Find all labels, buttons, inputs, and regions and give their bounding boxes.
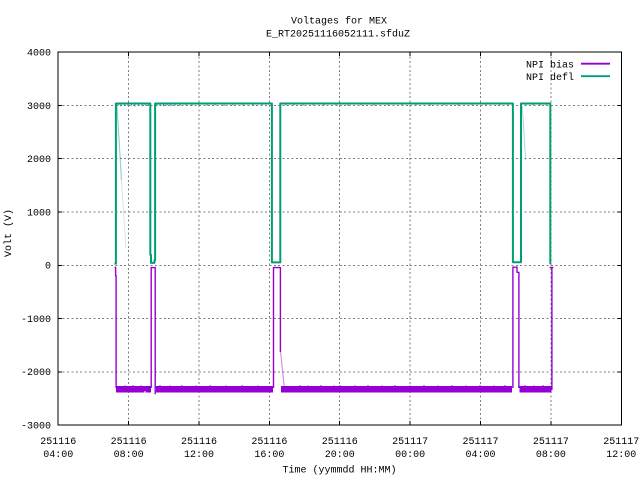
svg-text:2000: 2000 xyxy=(27,155,51,166)
svg-text:NPI defl: NPI defl xyxy=(526,72,574,84)
svg-text:NPI bias: NPI bias xyxy=(526,59,574,71)
svg-text:251116: 251116 xyxy=(251,437,287,448)
svg-text:251116: 251116 xyxy=(181,437,217,448)
svg-text:04:00: 04:00 xyxy=(465,450,495,461)
svg-text:-1000: -1000 xyxy=(21,315,51,326)
svg-text:04:00: 04:00 xyxy=(43,450,73,461)
svg-text:-2000: -2000 xyxy=(21,368,51,379)
svg-text:3000: 3000 xyxy=(27,102,51,113)
svg-text:251117: 251117 xyxy=(462,437,498,448)
svg-text:08:00: 08:00 xyxy=(114,450,144,461)
svg-text:251116: 251116 xyxy=(322,437,358,448)
svg-text:Time (yymmdd HH:MM): Time (yymmdd HH:MM) xyxy=(282,465,396,477)
svg-text:20:00: 20:00 xyxy=(325,450,355,461)
svg-text:12:00: 12:00 xyxy=(184,450,214,461)
svg-text:00:00: 00:00 xyxy=(395,450,425,461)
svg-text:0: 0 xyxy=(45,262,51,273)
svg-text:251117: 251117 xyxy=(603,437,639,448)
svg-text:08:00: 08:00 xyxy=(536,450,566,461)
svg-text:16:00: 16:00 xyxy=(254,450,284,461)
svg-text:Volt (V): Volt (V) xyxy=(3,209,15,257)
svg-text:1000: 1000 xyxy=(27,208,51,219)
svg-text:251117: 251117 xyxy=(533,437,569,448)
svg-text:251116: 251116 xyxy=(111,437,147,448)
svg-text:4000: 4000 xyxy=(27,49,51,60)
svg-text:E_RT20251116052111.sfduZ: E_RT20251116052111.sfduZ xyxy=(266,29,410,41)
svg-text:251117: 251117 xyxy=(392,437,428,448)
svg-text:251116: 251116 xyxy=(40,437,76,448)
svg-text:-3000: -3000 xyxy=(21,421,51,432)
svg-text:Voltages for MEX: Voltages for MEX xyxy=(291,16,387,28)
svg-text:12:00: 12:00 xyxy=(606,450,636,461)
